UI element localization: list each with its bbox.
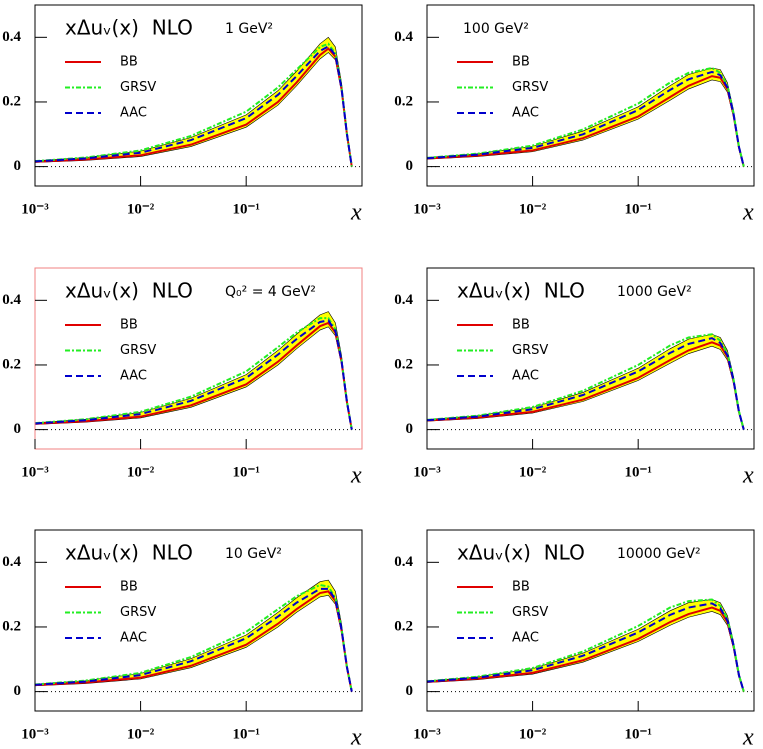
legend-label: BB <box>120 318 138 333</box>
y-tick-label: 0 <box>406 683 414 699</box>
y-tick-label: 0.2 <box>394 93 413 109</box>
series-line <box>426 66 745 167</box>
y-tick-label: 0.4 <box>394 29 413 45</box>
x-axis-label: x <box>742 725 754 749</box>
plot-frame <box>426 267 755 450</box>
plot-frame <box>426 4 755 187</box>
series-line <box>34 319 353 430</box>
x-axis-label: x <box>742 200 754 226</box>
x-tick-label: 10⁻¹ <box>232 464 259 480</box>
y-tick-label: 0 <box>14 683 22 699</box>
y-tick-label: 0 <box>14 421 22 437</box>
x-tick-label: 10⁻¹ <box>624 464 651 480</box>
legend-label: GRSV <box>120 343 156 358</box>
y-tick-label: 0.4 <box>2 554 21 570</box>
y-tick-label: 0.4 <box>394 292 413 308</box>
x-tick-label: 10⁻³ <box>21 726 49 742</box>
x-tick-label: 10⁻³ <box>21 201 49 217</box>
scale-label: 10000 GeV² <box>617 546 701 562</box>
legend-label: AAC <box>120 106 147 121</box>
x-tick-label: 10⁻¹ <box>232 726 259 742</box>
legend-label: AAC <box>120 369 147 384</box>
error-band <box>34 579 353 692</box>
y-tick-label: 0.4 <box>394 554 413 570</box>
legend-label: BB <box>512 318 530 333</box>
legend-label: AAC <box>512 631 539 646</box>
legend-label: BB <box>512 55 530 70</box>
x-tick-label: 10⁻¹ <box>232 201 259 217</box>
plot-frame <box>34 529 363 712</box>
error-band <box>34 36 353 167</box>
x-axis-label: x <box>350 463 362 489</box>
x-tick-label: 10⁻² <box>519 726 547 742</box>
x-tick-label: 10⁻¹ <box>624 726 651 742</box>
x-tick-label: 10⁻² <box>127 464 155 480</box>
series-line <box>34 317 353 430</box>
scale-label: 100 GeV² <box>463 21 529 37</box>
panel-title: xΔuᵥ(x) NLO <box>457 541 585 565</box>
x-tick-label: 10⁻² <box>127 201 155 217</box>
legend-label: GRSV <box>512 605 548 620</box>
y-tick-label: 0 <box>406 421 414 437</box>
legend-label: AAC <box>512 106 539 121</box>
x-axis-label: x <box>350 200 362 226</box>
x-tick-label: 10⁻² <box>519 464 547 480</box>
legend-label: BB <box>512 580 530 595</box>
scale-label: 1 GeV² <box>225 21 273 37</box>
panel-title: xΔuᵥ(x) NLO <box>65 279 193 303</box>
legend-label: GRSV <box>120 605 156 620</box>
legend-label: AAC <box>512 369 539 384</box>
x-tick-label: 10⁻² <box>519 201 547 217</box>
plot-frame <box>426 529 755 712</box>
legend-label: GRSV <box>512 80 548 95</box>
series-line <box>426 70 745 167</box>
x-tick-label: 10⁻³ <box>413 464 441 480</box>
x-tick-label: 10⁻³ <box>413 726 441 742</box>
scale-label: 10 GeV² <box>225 546 282 562</box>
x-axis-label: x <box>350 725 362 749</box>
scale-label: 1000 GeV² <box>617 284 692 300</box>
series-line <box>34 587 353 692</box>
panel-title: xΔuᵥ(x) NLO <box>457 279 585 303</box>
plot-frame <box>34 267 363 450</box>
y-tick-label: 0.2 <box>2 356 21 372</box>
panel-title: xΔuᵥ(x) NLO <box>65 16 193 40</box>
series-line <box>34 590 353 692</box>
x-axis-label: x <box>742 463 754 489</box>
error-band <box>34 311 353 430</box>
y-tick-label: 0.2 <box>2 93 21 109</box>
y-tick-label: 0.2 <box>394 618 413 634</box>
y-tick-label: 0 <box>406 158 414 174</box>
x-tick-label: 10⁻³ <box>21 464 49 480</box>
y-tick-label: 0.2 <box>2 618 21 634</box>
series-line <box>34 45 353 167</box>
scale-label: Q₀² = 4 GeV² <box>225 284 316 300</box>
panel-title: xΔuᵥ(x) NLO <box>65 541 193 565</box>
series-line <box>426 337 745 430</box>
y-tick-label: 0.4 <box>2 292 21 308</box>
legend-label: BB <box>120 55 138 70</box>
series-line <box>426 333 745 430</box>
y-tick-label: 0.4 <box>2 29 21 45</box>
plot-frame <box>34 4 363 187</box>
x-tick-label: 10⁻² <box>127 726 155 742</box>
x-tick-label: 10⁻¹ <box>624 201 651 217</box>
legend-label: AAC <box>120 631 147 646</box>
legend-label: GRSV <box>120 80 156 95</box>
series-line <box>426 602 745 692</box>
x-tick-label: 10⁻³ <box>413 201 441 217</box>
y-tick-label: 0.2 <box>394 356 413 372</box>
series-line <box>34 42 353 167</box>
y-tick-label: 0 <box>14 158 22 174</box>
legend-label: GRSV <box>512 343 548 358</box>
legend-label: BB <box>120 580 138 595</box>
